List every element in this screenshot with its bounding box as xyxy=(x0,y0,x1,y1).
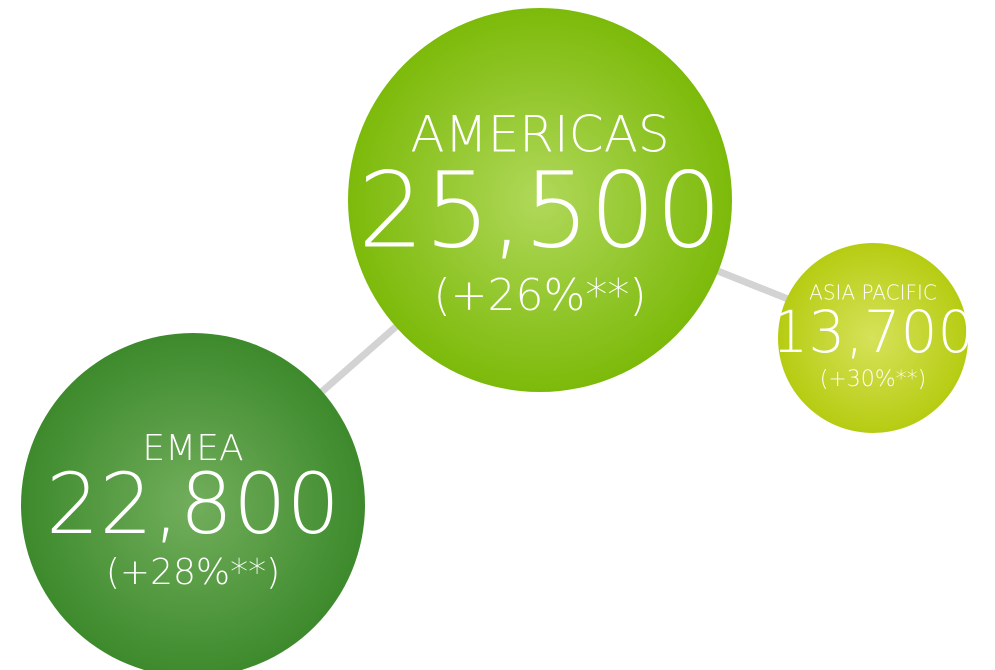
region-label: AMERICAS xyxy=(410,106,669,164)
region-change: (+30%**) xyxy=(820,367,927,392)
region-change: (+26%**) xyxy=(434,270,647,321)
region-label: EMEA xyxy=(142,428,243,469)
region-bubble xyxy=(348,8,732,392)
region-value: 25,500 xyxy=(358,149,722,271)
region-change: (+28%**) xyxy=(106,552,280,593)
region-value: 13,700 xyxy=(772,298,975,366)
region-bubble xyxy=(778,243,968,433)
region-value: 22,800 xyxy=(46,455,340,553)
region-label: ASIA PACIFIC xyxy=(809,281,937,305)
region-bubble xyxy=(21,333,365,670)
